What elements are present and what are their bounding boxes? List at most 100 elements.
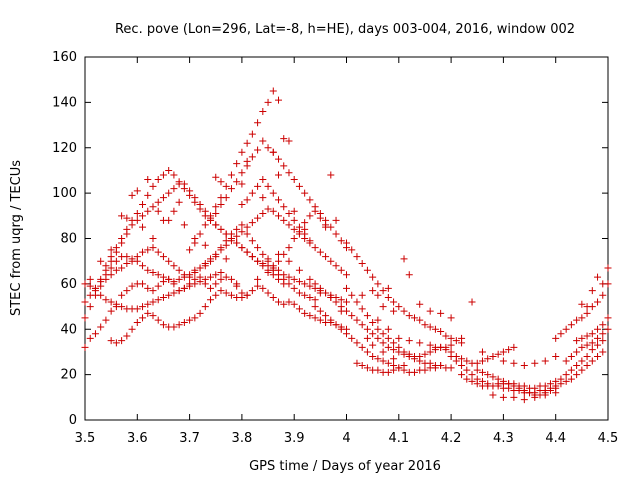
data-point <box>290 300 298 308</box>
data-point <box>159 321 167 329</box>
data-point <box>405 271 413 279</box>
data-point <box>395 343 403 351</box>
data-point <box>578 366 586 374</box>
data-point <box>264 289 272 297</box>
data-point <box>327 316 335 324</box>
data-point <box>259 284 267 292</box>
data-point <box>128 255 136 263</box>
data-point <box>363 312 371 320</box>
data-point <box>458 334 466 342</box>
data-point <box>599 280 607 288</box>
data-point <box>306 212 314 220</box>
data-point <box>222 230 230 238</box>
data-point <box>316 289 324 297</box>
data-point <box>285 273 293 281</box>
data-point <box>222 182 230 190</box>
data-point <box>384 368 392 376</box>
data-point <box>562 377 570 385</box>
data-point <box>499 377 507 385</box>
data-point <box>410 368 418 376</box>
data-point <box>316 248 324 256</box>
data-point <box>369 318 377 326</box>
data-point <box>285 169 293 177</box>
data-point <box>154 316 162 324</box>
data-point <box>149 287 157 295</box>
data-point <box>238 244 246 252</box>
data-point <box>259 210 267 218</box>
data-point <box>452 337 460 345</box>
data-point <box>410 314 418 322</box>
data-point <box>97 291 105 299</box>
data-point <box>212 271 220 279</box>
data-point <box>343 239 350 247</box>
data-point <box>306 237 314 245</box>
data-point <box>259 194 267 202</box>
data-point <box>343 330 350 338</box>
data-point <box>311 244 319 252</box>
data-point <box>97 323 105 331</box>
data-point <box>343 298 350 306</box>
data-point <box>573 362 581 370</box>
data-point <box>154 282 162 290</box>
data-point <box>259 262 267 270</box>
data-point <box>275 96 283 104</box>
data-point <box>139 212 147 220</box>
data-point <box>426 348 434 356</box>
data-point <box>238 293 246 301</box>
data-point <box>306 282 314 290</box>
data-point <box>437 328 445 336</box>
data-point <box>81 314 89 322</box>
data-point <box>97 257 105 265</box>
data-point <box>437 362 445 370</box>
x-tick-label: 4.2 <box>441 431 462 446</box>
data-point <box>196 278 204 286</box>
data-point <box>81 298 89 306</box>
data-point <box>139 314 147 322</box>
data-point <box>207 273 215 281</box>
data-point <box>599 321 607 329</box>
data-point <box>165 166 173 174</box>
data-point <box>170 185 178 193</box>
data-point <box>217 246 225 254</box>
data-point <box>112 257 120 265</box>
data-point <box>311 296 319 304</box>
data-point <box>233 239 241 247</box>
data-point <box>222 241 230 249</box>
data-point <box>494 350 502 358</box>
data-point <box>112 300 120 308</box>
data-point <box>128 216 136 224</box>
data-point <box>275 212 283 220</box>
data-point <box>118 212 126 220</box>
data-point <box>159 253 167 261</box>
data-point <box>233 178 241 186</box>
data-point <box>604 314 612 322</box>
data-point <box>170 171 178 179</box>
data-point <box>123 259 131 267</box>
data-point <box>557 330 565 338</box>
data-point <box>426 323 434 331</box>
data-point <box>201 275 209 283</box>
data-point <box>175 321 183 329</box>
data-point <box>91 330 99 338</box>
data-point <box>212 173 220 181</box>
data-points <box>81 87 612 404</box>
data-point <box>154 271 162 279</box>
data-point <box>144 176 152 184</box>
data-point <box>437 309 445 317</box>
data-point <box>395 334 403 342</box>
data-point <box>248 130 256 138</box>
data-point <box>285 257 293 265</box>
data-point <box>458 362 466 370</box>
data-point <box>175 266 183 274</box>
data-point <box>463 366 471 374</box>
data-point <box>573 337 581 345</box>
data-point <box>510 393 518 401</box>
data-point <box>191 266 199 274</box>
data-point <box>159 194 167 202</box>
data-point <box>562 325 570 333</box>
data-point <box>139 223 147 231</box>
data-point <box>280 300 288 308</box>
x-tick-label: 3.7 <box>179 431 200 446</box>
data-point <box>123 253 131 261</box>
data-point <box>505 380 513 388</box>
